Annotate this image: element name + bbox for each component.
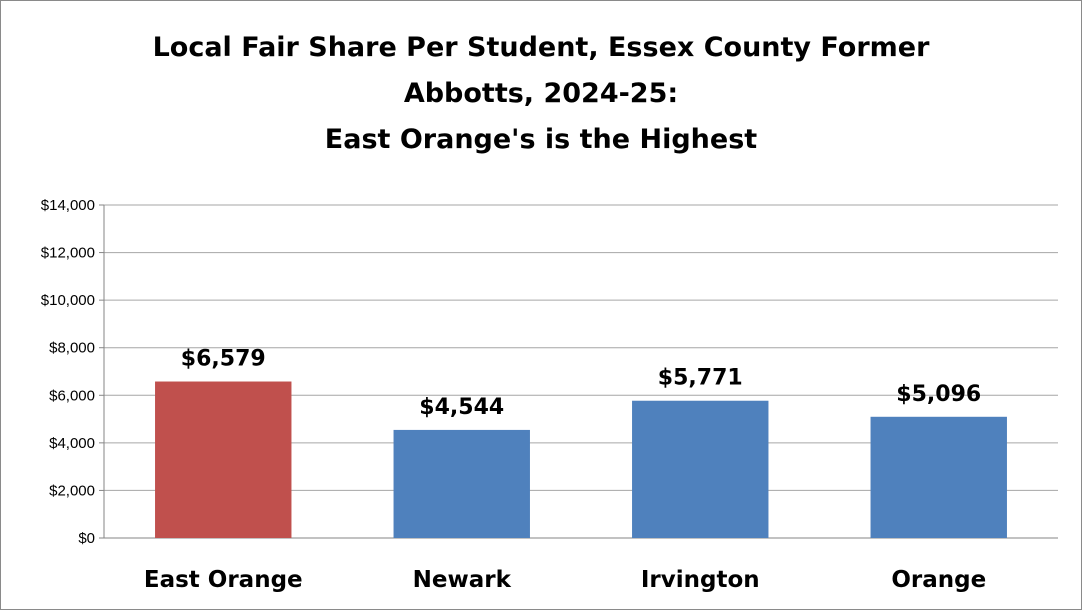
- x-category-label: Irvington: [641, 567, 760, 593]
- y-tick-label: $12,000: [41, 245, 95, 262]
- bar: [870, 416, 1007, 538]
- x-category-label: Orange: [891, 567, 986, 593]
- y-tick-label: $4,000: [49, 435, 95, 452]
- data-label: $4,544: [419, 395, 504, 420]
- bar: [155, 381, 292, 538]
- data-label: $5,096: [896, 382, 981, 407]
- x-category-label: East Orange: [144, 567, 303, 593]
- bar: [632, 400, 769, 538]
- y-tick-label: $10,000: [41, 292, 95, 309]
- chart-title: Local Fair Share Per Student, Essex Coun…: [1, 25, 1081, 163]
- y-tick-label: $0: [78, 530, 95, 547]
- y-tick-label: $8,000: [49, 340, 95, 357]
- bar: [393, 429, 530, 538]
- chart-title-line-3: East Orange's is the Highest: [324, 124, 758, 155]
- x-category-label: Newark: [413, 567, 512, 593]
- y-tick-label: $2,000: [49, 482, 95, 499]
- y-tick-label: $14,000: [41, 197, 95, 214]
- chart-title-line-2: Abbotts, 2024-25:: [403, 78, 679, 109]
- chart-title-line-1: Local Fair Share Per Student, Essex Coun…: [152, 32, 930, 63]
- data-label: $5,771: [658, 366, 743, 391]
- data-label: $6,579: [181, 347, 266, 372]
- y-tick-label: $6,000: [49, 387, 95, 404]
